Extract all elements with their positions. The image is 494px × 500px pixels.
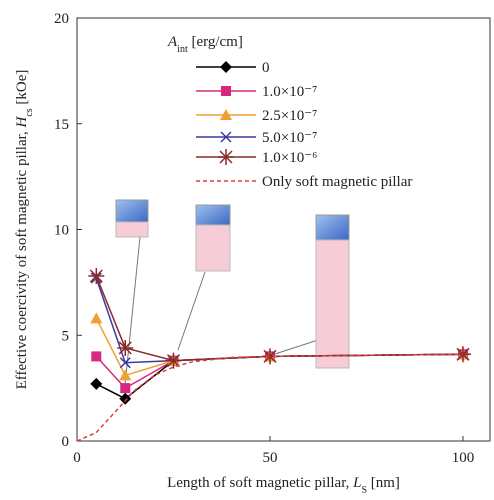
label-part: Effective coercivity of soft magnetic pi… [14, 127, 30, 389]
marker [91, 351, 102, 362]
line [95, 275, 463, 362]
x-tick-label: 100 [452, 450, 475, 466]
y-tick-label: 0 [62, 434, 70, 450]
x-tick-label: 0 [73, 450, 81, 466]
marker [261, 348, 278, 365]
leader-line [177, 271, 206, 351]
series [76, 353, 463, 442]
marker [88, 268, 105, 285]
x-tick-label: 50 [262, 450, 277, 466]
series [90, 312, 469, 381]
line [95, 353, 463, 390]
pillar-hard [315, 214, 350, 241]
label-part: L [352, 475, 361, 491]
legend-label: 0 [262, 60, 270, 76]
line [95, 277, 463, 364]
line [95, 317, 463, 377]
pillar-soft [195, 224, 231, 272]
label-part: [nm] [367, 475, 400, 491]
y-tick-label: 10 [54, 223, 69, 239]
marker [119, 392, 132, 405]
leader-line [274, 339, 319, 355]
pillar-hard [195, 204, 231, 226]
label-part: [erg/cm] [188, 34, 243, 50]
legend-marker [220, 61, 232, 73]
pillar-soft [315, 239, 350, 369]
legend-label: Only soft magnetic pillar [262, 174, 412, 190]
legend-label: 1.0×10⁻⁷ [262, 84, 317, 100]
pillar-soft [115, 221, 149, 238]
legend-marker [221, 86, 231, 96]
label-part: Length of soft magnetic pillar, [167, 475, 353, 491]
y-tick-label: 20 [54, 11, 69, 27]
label-part: A [167, 34, 178, 50]
marker [119, 369, 132, 381]
inset-illustrations [115, 199, 350, 386]
x-label: Length of soft magnetic pillar, LS [nm] [167, 475, 400, 495]
label-part: [kOe] [14, 70, 30, 109]
marker [119, 357, 131, 369]
legend-label: 5.0×10⁻⁷ [262, 130, 317, 146]
marker [117, 339, 134, 356]
legend-marker [220, 109, 232, 120]
line [76, 353, 463, 442]
marker [90, 312, 103, 324]
y-tick-label: 15 [54, 117, 69, 133]
marker [120, 383, 131, 394]
legend-marker [218, 149, 234, 165]
label-part: cs [24, 108, 35, 116]
label-part: S [361, 485, 367, 496]
legend-title: Aint [erg/cm] [167, 34, 243, 55]
marker [90, 377, 103, 390]
label-part: int [177, 44, 188, 55]
legend-label: 2.5×10⁻⁷ [262, 108, 317, 124]
series [88, 268, 471, 369]
label-part: H [14, 115, 30, 128]
pillar-hard [115, 199, 149, 223]
marker [165, 352, 182, 369]
y-tick-label: 5 [62, 328, 70, 344]
legend-label: 1.0×10⁻⁶ [262, 150, 317, 166]
legend-marker [220, 131, 232, 143]
y-label: Effective coercivity of soft magnetic pi… [14, 70, 35, 390]
